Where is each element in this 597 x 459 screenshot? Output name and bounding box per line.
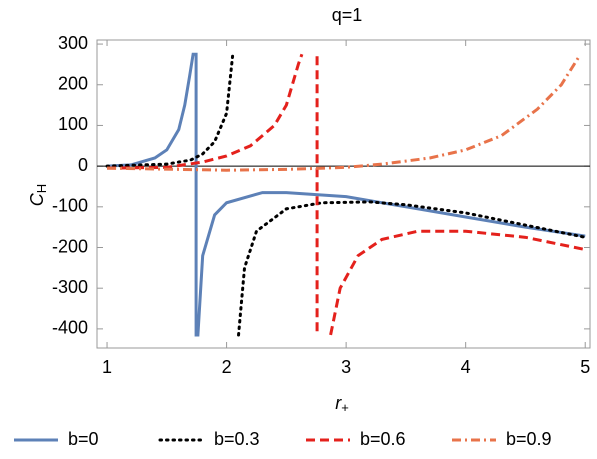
y-label-main: C <box>27 192 47 206</box>
series-line <box>105 54 587 337</box>
y-label-sub: H <box>34 184 49 193</box>
y-tick-label: -100 <box>52 196 88 216</box>
plot-frame <box>96 39 591 349</box>
x-tick-label: 3 <box>341 357 351 377</box>
legend-label: b=0 <box>68 429 99 449</box>
x-tick-label: 1 <box>102 357 112 377</box>
y-tick-label: 300 <box>58 33 88 53</box>
y-tick-label: -400 <box>52 318 88 338</box>
y-tick-label: -200 <box>52 236 88 256</box>
y-tick-label: 0 <box>78 155 88 175</box>
x-tick-label: 2 <box>222 357 232 377</box>
x-tick-label: 5 <box>580 357 590 377</box>
x-tick-label: 4 <box>461 357 471 377</box>
x-label-sub: + <box>341 400 349 415</box>
series-line <box>106 52 586 337</box>
y-tick-label: 200 <box>58 74 88 94</box>
series-line <box>107 53 586 336</box>
y-axis-label: CH <box>27 184 50 206</box>
x-label-main: r <box>335 393 342 413</box>
legend-label: b=0.6 <box>360 429 406 449</box>
legend-label: b=0.9 <box>506 429 552 449</box>
legend-label: b=0.3 <box>214 429 260 449</box>
y-tick-label: -300 <box>52 277 88 297</box>
x-axis-label: r+ <box>335 393 349 416</box>
series-line <box>107 55 581 172</box>
chart-title: q=1 <box>332 5 363 25</box>
y-tick-label: 100 <box>58 114 88 134</box>
